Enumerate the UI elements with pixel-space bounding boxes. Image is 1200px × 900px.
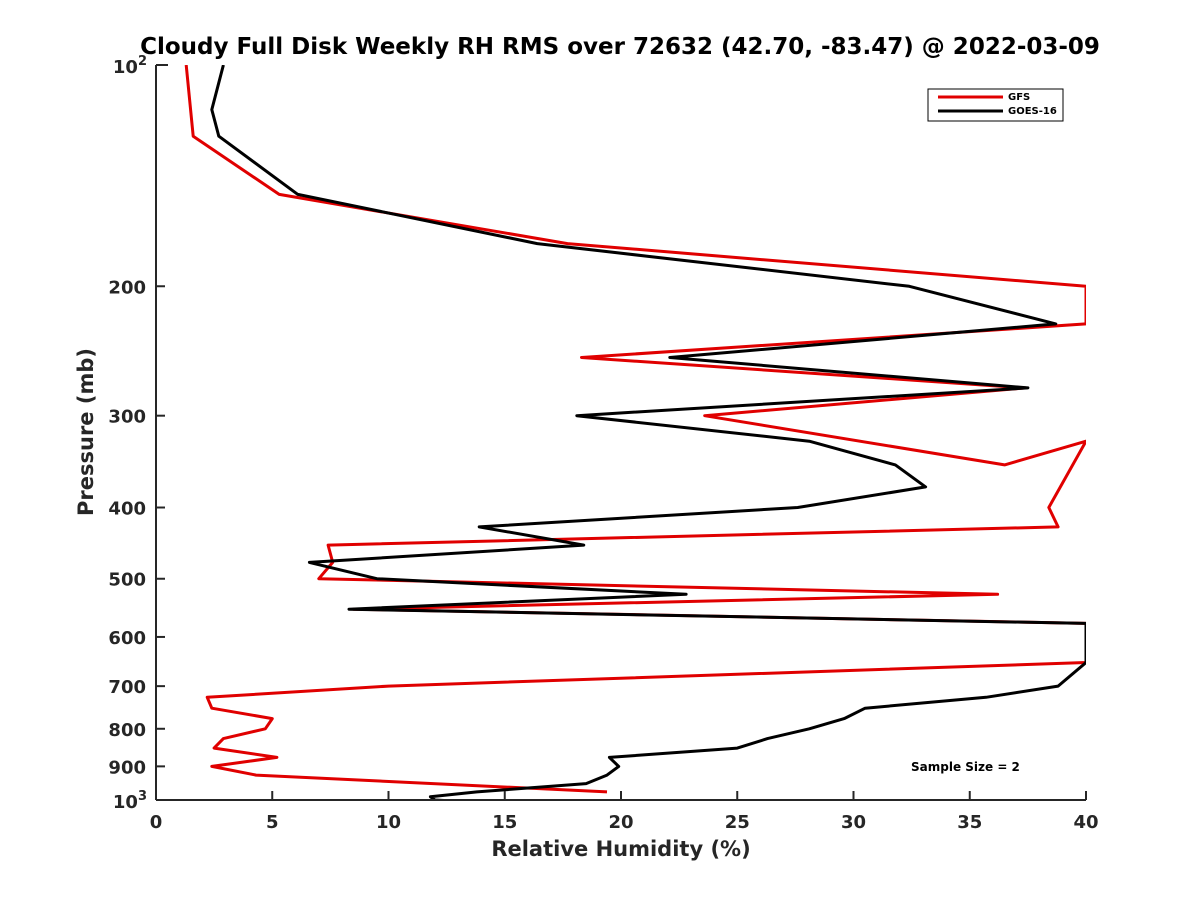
x-tick-label: 30 [841, 812, 866, 833]
series-layer [184, 65, 1086, 800]
y-tick-label: 300 [108, 407, 146, 428]
series-line-goes16 [210, 65, 1086, 800]
x-tick-label: 20 [608, 812, 633, 833]
series-line-gfs [184, 65, 1086, 794]
x-ticks: 0 5 10 15 20 25 30 35 40 [150, 791, 1099, 833]
y-decade-label: 103 [113, 789, 147, 813]
legend-box [927, 88, 1064, 122]
y-ticks: 200 300 400 500 600 700 800 900 102 103 [108, 54, 168, 813]
x-tick-label: 0 [150, 812, 163, 833]
legend-label-gfs: GFS [1008, 92, 1030, 103]
sample-size-annotation: Sample Size = 2 [911, 760, 1020, 774]
plot-area: 0 5 10 15 20 25 30 35 40 200 300 400 500 600 700 800 90… [108, 54, 1098, 833]
plot-frame [156, 65, 1086, 800]
x-axis-label: Relative Humidity (%) [491, 837, 750, 861]
legend-label-goes16: GOES-16 [1008, 106, 1057, 117]
x-tick-label: 15 [492, 812, 517, 833]
y-tick-label: 400 [108, 499, 146, 520]
y-tick-label: 800 [108, 720, 146, 741]
y-tick-label: 200 [108, 277, 146, 298]
x-tick-label: 5 [266, 812, 279, 833]
x-tick-label: 35 [957, 812, 982, 833]
x-tick-label: 10 [376, 812, 401, 833]
chart-title: Cloudy Full Disk Weekly RH RMS over 7263… [140, 34, 1100, 60]
y-tick-label: 700 [108, 677, 146, 698]
y-decade-label: 102 [113, 54, 147, 78]
y-tick-label: 600 [108, 628, 146, 649]
y-tick-label: 900 [108, 757, 146, 778]
legend: GFS GOES-16 [927, 88, 1064, 122]
y-tick-label: 500 [108, 570, 146, 591]
y-axis-label: Pressure (mb) [74, 348, 98, 516]
x-tick-label: 25 [725, 812, 750, 833]
x-tick-label: 40 [1073, 812, 1098, 833]
